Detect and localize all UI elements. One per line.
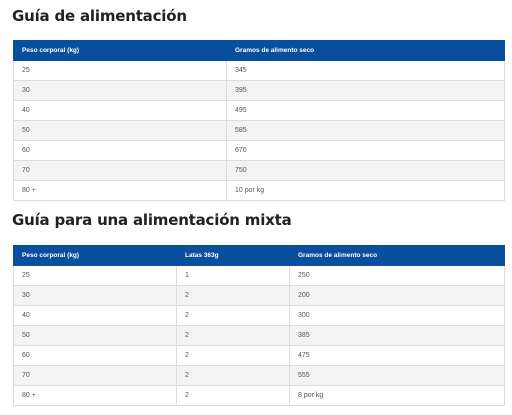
feeding-guide-table: Peso corporal (kg) Gramos de alimento se… xyxy=(13,40,505,201)
cell-dry-food: 670 xyxy=(226,140,505,161)
cell-dry-food: 10 por kg xyxy=(226,180,505,201)
cell-cans: 2 xyxy=(176,325,290,346)
cell-cans: 2 xyxy=(176,305,290,326)
cell-weight: 70 xyxy=(13,365,177,386)
cell-weight: 50 xyxy=(13,120,227,141)
table-header-row: Peso corporal (kg) Gramos de alimento se… xyxy=(13,40,505,61)
table-row: 25 345 xyxy=(13,60,505,81)
mixed-feeding-guide-title: Guía para una alimentación mixta xyxy=(12,211,292,229)
cell-dry-food: 200 xyxy=(289,285,505,306)
table-row: 60 670 xyxy=(13,140,505,161)
cell-weight: 30 xyxy=(13,80,227,101)
cell-weight: 80 + xyxy=(13,385,177,406)
cell-cans: 1 xyxy=(176,265,290,286)
table-row: 30 395 xyxy=(13,80,505,101)
cell-dry-food: 385 xyxy=(289,325,505,346)
cell-weight: 80 + xyxy=(13,180,227,201)
table-row: 30 2 200 xyxy=(13,285,505,306)
mixed-feeding-guide-table: Peso corporal (kg) Latas 363g Gramos de … xyxy=(13,245,505,406)
header-cans: Latas 363g xyxy=(176,245,290,266)
table-row: 70 750 xyxy=(13,160,505,181)
cell-dry-food: 300 xyxy=(289,305,505,326)
table-row: 80 + 10 por kg xyxy=(13,180,505,201)
cell-dry-food: 555 xyxy=(289,365,505,386)
table-row: 50 585 xyxy=(13,120,505,141)
table-row: 25 1 250 xyxy=(13,265,505,286)
cell-weight: 25 xyxy=(13,265,177,286)
cell-weight: 30 xyxy=(13,285,177,306)
header-body-weight: Peso corporal (kg) xyxy=(13,40,227,61)
cell-dry-food: 395 xyxy=(226,80,505,101)
header-dry-food-grams: Gramos de alimento seco xyxy=(226,40,505,61)
cell-dry-food: 495 xyxy=(226,100,505,121)
cell-weight: 25 xyxy=(13,60,227,81)
cell-dry-food: 750 xyxy=(226,160,505,181)
table-header-row: Peso corporal (kg) Latas 363g Gramos de … xyxy=(13,245,505,266)
cell-cans: 2 xyxy=(176,285,290,306)
cell-weight: 60 xyxy=(13,140,227,161)
cell-dry-food: 345 xyxy=(226,60,505,81)
table-row: 70 2 555 xyxy=(13,365,505,386)
cell-weight: 40 xyxy=(13,305,177,326)
cell-cans: 2 xyxy=(176,345,290,366)
cell-cans: 2 xyxy=(176,385,290,406)
cell-weight: 50 xyxy=(13,325,177,346)
table-row: 60 2 475 xyxy=(13,345,505,366)
table-row: 40 2 300 xyxy=(13,305,505,326)
cell-cans: 2 xyxy=(176,365,290,386)
cell-weight: 70 xyxy=(13,160,227,181)
table-row: 40 495 xyxy=(13,100,505,121)
cell-dry-food: 250 xyxy=(289,265,505,286)
table-row: 80 + 2 8 por kg xyxy=(13,385,505,406)
table-row: 50 2 385 xyxy=(13,325,505,346)
cell-dry-food: 475 xyxy=(289,345,505,366)
cell-weight: 40 xyxy=(13,100,227,121)
cell-weight: 60 xyxy=(13,345,177,366)
cell-dry-food: 8 por kg xyxy=(289,385,505,406)
header-dry-food-grams: Gramos de alimento seco xyxy=(289,245,505,266)
header-body-weight: Peso corporal (kg) xyxy=(13,245,177,266)
feeding-guide-title: Guía de alimentación xyxy=(12,7,187,25)
cell-dry-food: 585 xyxy=(226,120,505,141)
